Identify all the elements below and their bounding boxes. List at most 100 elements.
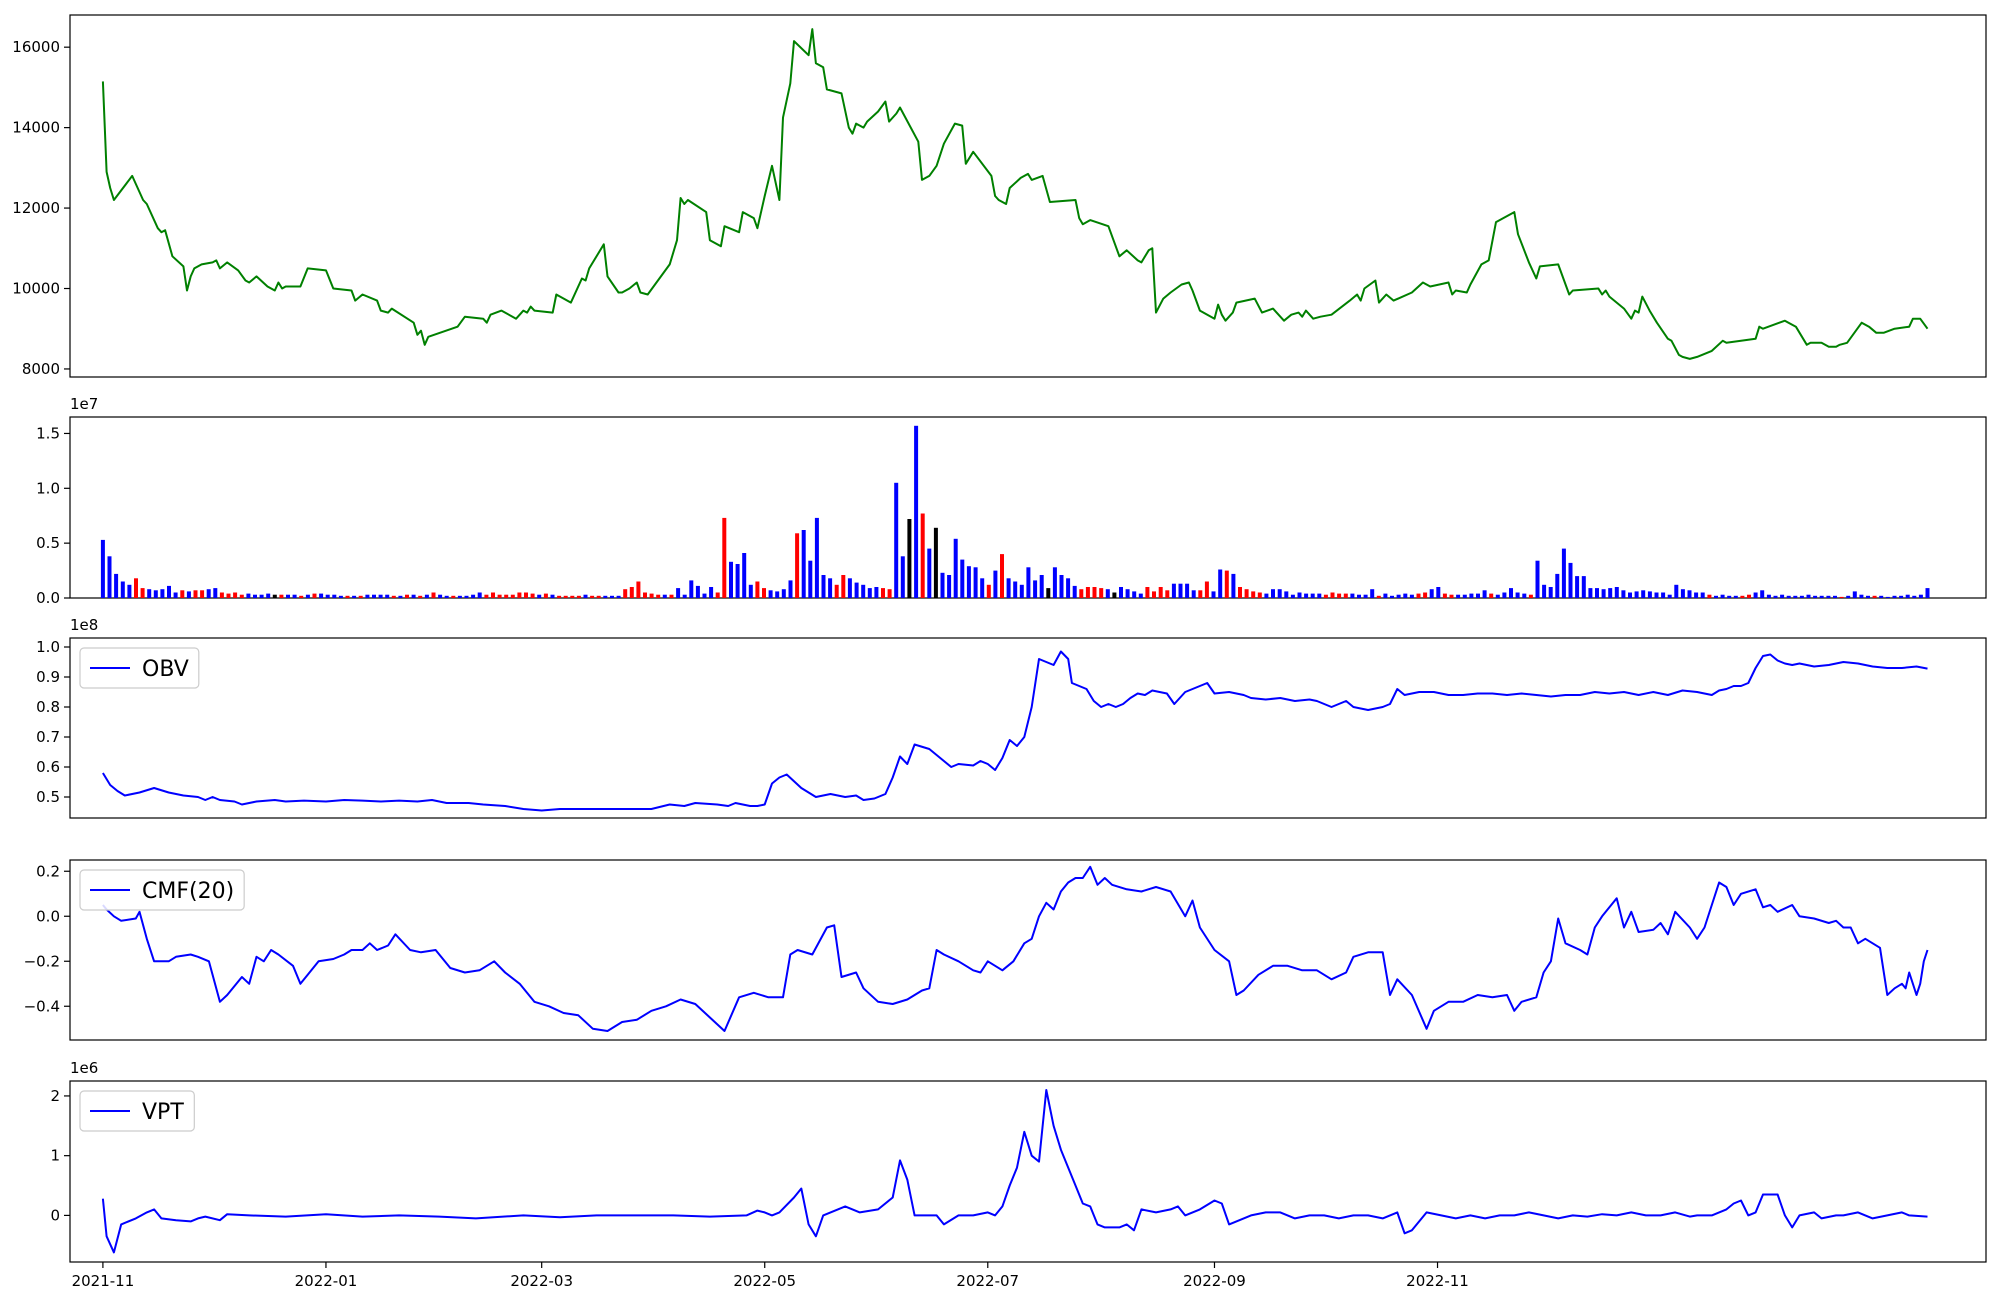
legend-label: VPT [142,1100,184,1125]
volume-bar [1363,594,1368,598]
volume-bar [1601,589,1606,598]
volume-bar [1628,592,1632,598]
volume-bar [1760,590,1765,598]
volume-bar [669,594,674,598]
volume-bar [1323,594,1328,598]
volume-bar [1033,580,1038,598]
volume-bar [325,594,330,598]
volume-bar [1198,590,1203,598]
volume-bar [689,580,694,598]
volume-bar [662,594,667,598]
volume-bar [1740,595,1745,598]
volume-bar [1013,581,1018,598]
volume-bar [1866,595,1870,598]
volume-bar [847,578,852,598]
volume-bar [1819,595,1824,598]
volume-bar [1403,593,1408,598]
volume-bar [742,553,747,598]
volume-bar [1846,595,1851,598]
volume-bar [1330,592,1335,598]
volume-bar [424,594,429,598]
volume-bar [1138,593,1143,598]
volume-bar [1409,594,1414,598]
volume-bar [1753,592,1758,598]
price-panel: 8000 10000 12000 14000 16000 [12,14,1987,378]
volume-bar [352,595,357,598]
volume-bar [814,517,819,598]
volume-bar [1608,588,1613,598]
volume-bar [1337,593,1342,598]
y-tick-label: −0.2 [24,952,60,970]
volume-bar [259,594,264,598]
volume-bar [914,425,919,598]
volume-bar [1489,593,1494,598]
vpt-panel: 0 1 2 1e6 VPT 2021-11 2022-01 2022-03 2022-05 202… [50,1059,1987,1290]
price-line [101,28,1929,360]
volume-bar [722,517,727,598]
volume-bar [193,590,198,598]
legend-box [79,869,245,911]
volume-bar [874,587,879,598]
volume-bar [1561,548,1566,598]
volume-bar [1852,591,1857,598]
y-tick-label: 0.0 [36,907,60,925]
volume-bar [1912,595,1917,598]
volume-bar [1277,589,1282,598]
volume-bar [345,595,350,598]
volume-bar [583,594,588,598]
volume-bar [1185,583,1190,598]
volume-bar [1251,591,1256,598]
volume-bar [1072,585,1077,598]
volume-bar [900,556,905,598]
volume-bar [1026,567,1031,598]
volume-bar [319,593,324,598]
volume-bar [1456,594,1461,598]
volume-bar [1687,590,1692,598]
volume-bar [167,585,171,598]
volume-bar [1158,587,1163,598]
volume-bar [1733,595,1738,598]
volume-bar [524,592,528,598]
volume-bar [134,578,138,598]
volume-bar [1885,596,1890,598]
volume-bar [233,592,238,598]
volume-bar [788,580,793,598]
volume-bar [1700,592,1705,598]
volume-bar [1674,584,1679,598]
legend-box [79,647,200,689]
legend-box [79,1090,195,1132]
volume-bar [1634,591,1639,598]
plot-frame [69,859,1987,1041]
volume-bar [1766,594,1771,598]
y-tick-label: 0.2 [36,862,60,880]
volume-bar [120,581,125,598]
volume-bar [239,594,244,598]
volume-bar [140,588,145,598]
volume-bar [590,595,595,598]
volume-bar [1449,594,1454,598]
volume-bar [530,593,535,598]
volume-bar [1462,594,1467,598]
volume-bar [966,566,971,598]
volume-bar [762,588,766,598]
volume-bar [1099,588,1104,598]
volume-bar [1085,587,1090,598]
volume-bar [557,595,562,598]
volume-bar [1568,562,1573,598]
plot-frame [69,637,1987,819]
volume-panel: 0.0 0.5 1.0 1.5 1e7 [36,395,1987,607]
plot-frame [69,14,1987,378]
volume-bar [332,594,337,598]
volume-bar [1039,575,1044,598]
x-tick-label: 2022-11 [1406,1272,1469,1290]
volume-bar [1165,590,1170,598]
volume-bar [1859,594,1864,598]
volume-bar [391,595,396,598]
volume-bar [1509,588,1513,598]
volume-bar [828,578,833,598]
volume-bar [153,590,158,598]
volume-bar [1872,595,1877,598]
volume-bar [1595,588,1599,598]
volume-bar [801,530,806,598]
